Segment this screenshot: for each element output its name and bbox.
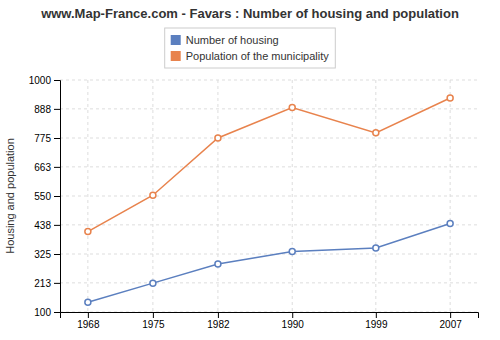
legend-item: Number of housing: [171, 34, 279, 46]
tick-mark: [54, 312, 60, 313]
legend-item: Population of the municipality: [171, 50, 330, 62]
point: [289, 105, 295, 111]
tick-label: 213: [34, 278, 51, 289]
tick-label: 550: [34, 191, 51, 202]
tick-mark: [54, 138, 60, 139]
point: [85, 299, 91, 305]
legend-swatch: [171, 51, 181, 61]
tick-mark: [54, 196, 60, 197]
marks: [85, 95, 453, 305]
y-axis-tick: 1000: [29, 75, 60, 86]
y-axis-tick: 325: [34, 249, 60, 260]
tick-label: 1982: [207, 319, 230, 330]
tick-label: 325: [34, 249, 51, 260]
legend-box: [165, 28, 336, 68]
tick-label: 2007: [440, 319, 463, 330]
grid-line: [60, 166, 478, 167]
point: [373, 245, 379, 251]
y-axis-title: Housing and population: [4, 138, 16, 254]
x-axis: 1968 1975 1982 1990 1999 2007: [61, 312, 479, 330]
tick-mark: [54, 167, 60, 168]
x-axis-tick: 1990: [282, 312, 305, 330]
point: [447, 221, 453, 227]
tick-mark: [376, 312, 377, 318]
point: [85, 229, 91, 235]
chart: www.Map-France.com - Favars : Number of …: [0, 0, 500, 340]
legend-label: Population of the municipality: [186, 50, 330, 62]
y-axis: 100 213 325 438 550 663 775 888 1000: [29, 75, 61, 318]
y-axis-tick: 438: [34, 220, 60, 231]
point: [150, 192, 156, 198]
y-axis-tick: 663: [34, 162, 60, 173]
tick-label: 1999: [365, 319, 388, 330]
grid: [60, 80, 478, 312]
y-axis-tick: 100: [34, 307, 60, 318]
grid-line: [60, 196, 478, 197]
grid-line: [87, 80, 88, 312]
legend-swatch: [171, 35, 181, 45]
tick-label: 438: [34, 220, 51, 231]
tick-mark: [54, 109, 60, 110]
grid-line: [60, 224, 478, 225]
point: [447, 95, 453, 101]
y-axis-tick: 775: [34, 133, 60, 144]
legend: Number of housing Population of the munic…: [165, 28, 336, 68]
tick-mark: [153, 312, 154, 318]
point: [373, 130, 379, 136]
x-axis-line: [61, 313, 479, 319]
x-axis-tick: 1999: [365, 312, 388, 330]
series-line: [88, 98, 450, 232]
plot-area: 1968 1975 1982 1990 1999 2007 100 213 325 438 550 6…: [4, 75, 479, 330]
y-axis-tick: 888: [34, 104, 60, 115]
tick-mark: [292, 312, 293, 318]
tick-label: 775: [34, 133, 51, 144]
grid-line: [60, 138, 478, 139]
grid-line: [217, 80, 218, 312]
grid-line: [60, 108, 478, 109]
tick-label: 888: [34, 104, 51, 115]
tick-mark: [54, 254, 60, 255]
point: [289, 248, 295, 254]
tick-label: 1975: [142, 319, 165, 330]
y-axis-tick: 550: [34, 191, 60, 202]
tick-label: 1968: [77, 319, 100, 330]
x-axis-tick: 2007: [440, 312, 463, 330]
y-axis-line: [54, 81, 61, 313]
tick-mark: [54, 283, 60, 284]
tick-mark: [450, 312, 451, 318]
legend-label: Number of housing: [186, 34, 279, 46]
tick-label: 100: [34, 307, 51, 318]
x-axis-tick: 1982: [207, 312, 230, 330]
point: [150, 280, 156, 286]
grid-line: [450, 80, 451, 312]
tick-mark: [218, 312, 219, 318]
tick-label: 1000: [29, 75, 52, 86]
grid-line: [60, 282, 478, 283]
tick-mark: [54, 225, 60, 226]
grid-line: [292, 80, 293, 312]
grid-line: [375, 80, 376, 312]
tick-label: 1990: [282, 319, 305, 330]
series-line: [88, 224, 450, 303]
point: [215, 261, 221, 267]
grid-line: [60, 80, 478, 81]
tick-mark: [54, 80, 60, 81]
y-axis-tick: 213: [34, 278, 60, 289]
x-axis-tick: 1968: [77, 312, 100, 330]
x-axis-tick: 1975: [142, 312, 165, 330]
title: www.Map-France.com - Favars : Number of …: [40, 6, 459, 21]
point: [215, 135, 221, 141]
tick-mark: [88, 312, 89, 318]
grid-line: [60, 254, 478, 255]
tick-label: 663: [34, 162, 51, 173]
